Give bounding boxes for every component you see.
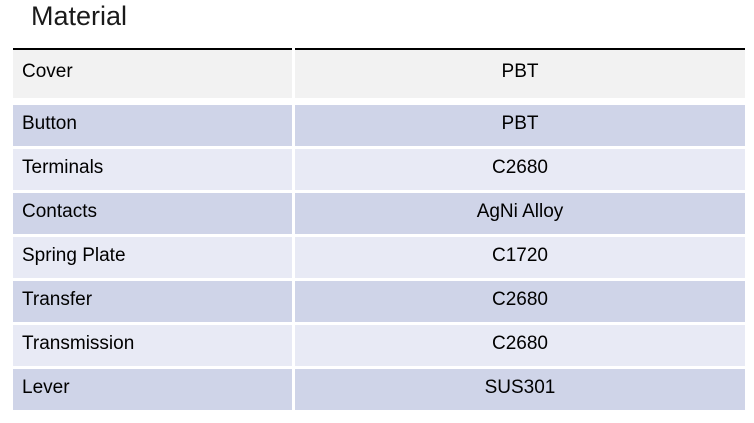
- table-row: Button PBT: [13, 105, 745, 146]
- material-table: Cover PBT Button PBT Terminals C2680 Contacts A…: [13, 48, 745, 410]
- material-value-cell: C2680: [295, 149, 745, 190]
- material-value-cell: C1720: [295, 237, 745, 278]
- material-value-cell: C2680: [295, 325, 745, 366]
- part-name-cell: Transmission: [13, 325, 292, 366]
- table-row: Contacts AgNi Alloy: [13, 193, 745, 234]
- table-row: Spring Plate C1720: [13, 237, 745, 278]
- part-name-cell: Terminals: [13, 149, 292, 190]
- part-name-cell: Contacts: [13, 193, 292, 234]
- table-row: Transfer C2680: [13, 281, 745, 322]
- page-title: Material: [31, 1, 128, 31]
- part-name-cell: Spring Plate: [13, 237, 292, 278]
- part-name-cell: Button: [13, 105, 292, 146]
- table-row: Cover PBT: [13, 48, 745, 98]
- table-row: Transmission C2680: [13, 325, 745, 366]
- part-name-cell: Cover: [13, 48, 292, 98]
- material-value-cell: PBT: [295, 48, 745, 98]
- table-row: Lever SUS301: [13, 369, 745, 410]
- material-value-cell: PBT: [295, 105, 745, 146]
- part-name-cell: Transfer: [13, 281, 292, 322]
- material-value-cell: SUS301: [295, 369, 745, 410]
- material-value-cell: AgNi Alloy: [295, 193, 745, 234]
- part-name-cell: Lever: [13, 369, 292, 410]
- table-row: Terminals C2680: [13, 149, 745, 190]
- material-value-cell: C2680: [295, 281, 745, 322]
